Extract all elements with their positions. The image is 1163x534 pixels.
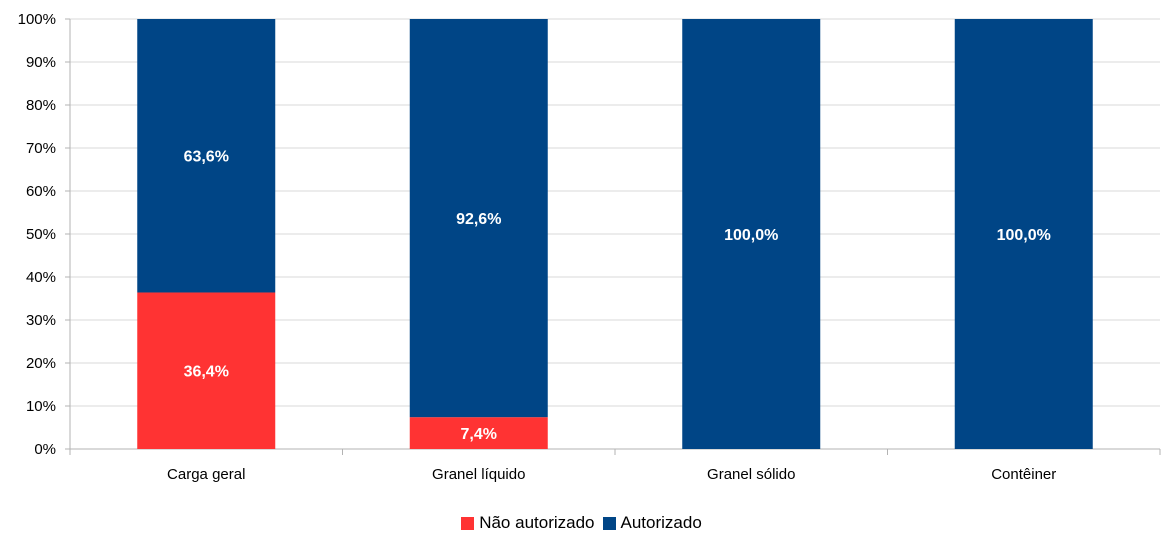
y-tick-label: 0%: [34, 441, 56, 458]
x-tick-label: Granel sólido: [707, 466, 795, 483]
y-tick-label: 70%: [26, 140, 56, 157]
y-tick-label: 80%: [26, 97, 56, 114]
x-tick-label: Granel líquido: [432, 466, 525, 483]
y-tick-label: 30%: [26, 312, 56, 329]
data-label: 7,4%: [461, 426, 497, 443]
stacked-bar-chart: 0% 10% 20% 30% 40% 50% 60% 70% 80% 90% 100% 36,4% 63…: [18, 11, 1161, 483]
legend-label-autorizado: Autorizado: [620, 513, 702, 532]
y-tick-label: 50%: [26, 226, 56, 243]
y-tick-label: 60%: [26, 183, 56, 200]
legend-label-nao-autorizado: Não autorizado: [479, 513, 595, 532]
bar-autorizado: [954, 19, 1093, 449]
legend-item-nao-autorizado: Não autorizado: [461, 513, 595, 533]
y-tick-label: 40%: [26, 269, 56, 286]
legend: Não autorizado Autorizado: [0, 512, 1163, 534]
x-tick-label: Carga geral: [167, 466, 245, 483]
bar-autorizado: [409, 19, 548, 418]
y-tick-label: 20%: [26, 355, 56, 372]
legend-swatch-autorizado: [602, 516, 616, 530]
data-label: 100,0%: [997, 227, 1051, 244]
data-label: 92,6%: [456, 211, 501, 228]
data-label: 36,4%: [184, 364, 229, 381]
legend-swatch-nao-autorizado: [461, 516, 475, 530]
bar-nao-autorizado: [137, 292, 276, 449]
y-tick-label: 10%: [26, 398, 56, 415]
y-tick-label: 90%: [26, 54, 56, 71]
bar-nao-autorizado: [409, 417, 548, 449]
bar-autorizado: [137, 19, 276, 293]
legend-item-autorizado: Autorizado: [602, 513, 702, 533]
y-tick-label: 100%: [18, 11, 56, 28]
data-label: 100,0%: [724, 227, 778, 244]
data-label: 63,6%: [184, 149, 229, 166]
bar-autorizado: [682, 19, 821, 449]
x-tick-label: Contêiner: [991, 466, 1056, 483]
